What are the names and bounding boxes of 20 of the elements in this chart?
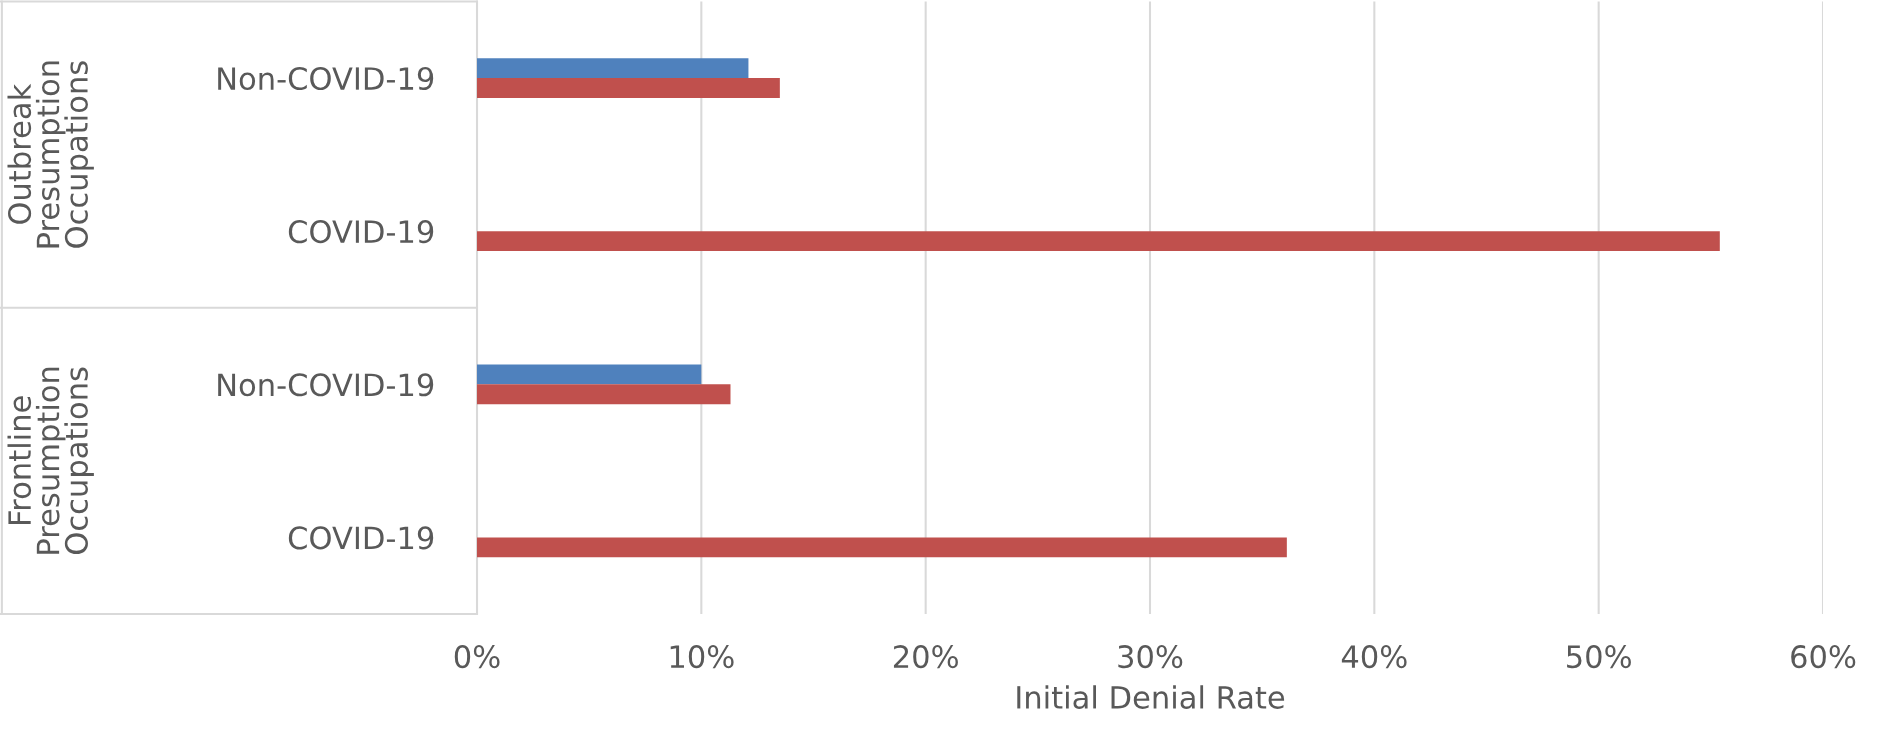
bar [477, 231, 1720, 252]
bar [477, 364, 702, 385]
x-tick-label: 40% [1341, 645, 1407, 669]
y-tick-label: COVID-19 [288, 526, 434, 550]
x-tick-label: 50% [1567, 645, 1631, 669]
bar [477, 384, 731, 405]
bar [477, 537, 1287, 558]
x-tick-label: 30% [1118, 645, 1183, 669]
x-tick-label: 10% [670, 645, 734, 669]
text: Frontline Presumption Occupations [7, 367, 94, 554]
x-tick-label: 20% [893, 645, 958, 669]
y-tick-label: Non-COVID-19 [218, 373, 434, 397]
text: Outbreak Presumption Occupations [7, 61, 94, 248]
bar [477, 58, 749, 79]
x-tick-label: 0% [454, 645, 500, 669]
x-tick-label: 60% [1791, 645, 1856, 669]
y-tick-label: COVID-19 [288, 220, 434, 244]
bar [477, 78, 780, 98]
x-axis-title: Initial Denial Rate [1017, 685, 1285, 709]
y-tick-label: Non-COVID-19 [218, 66, 434, 91]
